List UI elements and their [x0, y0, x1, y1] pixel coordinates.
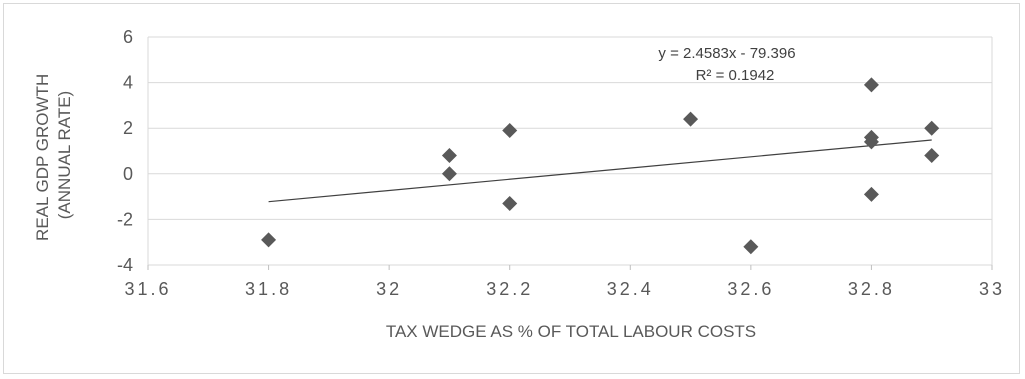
y-tick-label: 2 [123, 118, 133, 138]
data-point [743, 239, 759, 255]
data-point [924, 148, 940, 164]
y-tick-label: -2 [117, 209, 133, 229]
data-point [863, 77, 879, 93]
x-tick-label: 32 [376, 279, 402, 299]
data-point [502, 122, 518, 138]
gridlines [148, 36, 992, 266]
trendline-layer [268, 139, 932, 203]
y-tick-label: 4 [123, 73, 133, 93]
x-tick-label: 32.6 [727, 279, 774, 299]
x-axis-title: TAX WEDGE AS % OF TOTAL LABOUR COSTS [386, 322, 756, 341]
y-tick-label: -4 [117, 255, 133, 275]
x-tick-label: 32.4 [607, 279, 654, 299]
y-axis-title: REAL GDP GROWTH (ANNUAL RATE) [33, 69, 74, 241]
data-point [261, 232, 277, 248]
trendline-equation: y = 2.4583x - 79.396 [658, 45, 795, 62]
data-point [863, 186, 879, 202]
x-tick-label: 31.8 [245, 279, 292, 299]
x-tick-label: 32.8 [848, 279, 895, 299]
y-axis-title-line-2: (ANNUAL RATE) [55, 91, 74, 219]
trendline-r-squared: R² = 0.1942 [696, 67, 775, 84]
data-point [863, 134, 879, 150]
y-tick-label: 6 [123, 27, 133, 47]
data-point [924, 120, 940, 136]
data-point [502, 195, 518, 211]
labels: y = 2.4583x - 79.396 R² = 0.1942 TAX WED… [33, 45, 796, 341]
x-tick-label: 33 [979, 279, 1005, 299]
x-tick-label: 32.2 [486, 279, 533, 299]
trendline [268, 139, 932, 203]
data-point [441, 148, 457, 164]
chart-area [3, 3, 1020, 374]
data-point [441, 166, 457, 182]
y-tick-label: 0 [123, 164, 133, 184]
x-tick-label: 31.6 [124, 279, 171, 299]
data-point [683, 111, 699, 127]
y-axis-title-line-1: REAL GDP GROWTH [33, 74, 52, 241]
axes: -4 -2 0 2 4 6 31.6 31.8 32 32.2 32.4 32.6 32.8 33 [117, 27, 1005, 299]
data-points [261, 77, 940, 255]
